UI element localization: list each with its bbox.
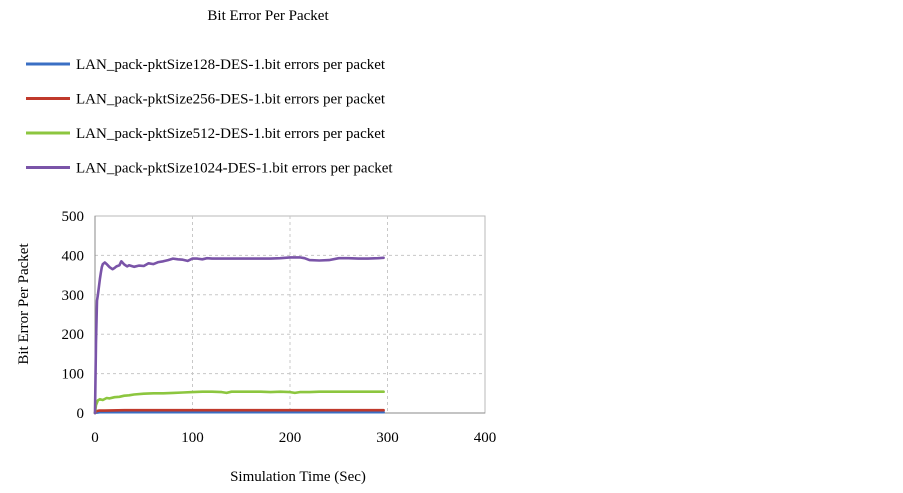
- legend-label-1: LAN_pack-pktSize128-DES-1.bit errors per…: [76, 57, 386, 73]
- x-tick-label-200: 200: [279, 430, 302, 446]
- y-tick-label-100: 100: [62, 367, 85, 383]
- plot-area: 0 100 200 300 400 500 0 100 200 300 400: [62, 209, 497, 446]
- x-tick-label-0: 0: [91, 430, 99, 446]
- y-tick-label-300: 300: [62, 288, 85, 304]
- y-tick-label-0: 0: [77, 406, 85, 422]
- y-tick-label-200: 200: [62, 327, 85, 343]
- x-axis-label: Simulation Time (Sec): [230, 469, 366, 485]
- y-tick-label-400: 400: [62, 248, 85, 264]
- chart-legend: LAN_pack-pktSize128-DES-1.bit errors per…: [26, 57, 393, 177]
- legend-label-2: LAN_pack-pktSize256-DES-1.bit errors per…: [76, 92, 386, 108]
- legend-label-4: LAN_pack-pktSize1024-DES-1.bit errors pe…: [76, 161, 393, 177]
- x-tick-label-300: 300: [376, 430, 399, 446]
- series-line-1: [93, 410, 385, 415]
- series-line-3: [93, 390, 385, 415]
- series-line-4: [93, 256, 385, 415]
- chart-title: Bit Error Per Packet: [207, 8, 329, 24]
- y-tick-label-500: 500: [62, 209, 85, 225]
- series-line-2: [93, 408, 385, 415]
- x-tick-label-100: 100: [181, 430, 204, 446]
- x-tick-label-400: 400: [474, 430, 497, 446]
- legend-label-3: LAN_pack-pktSize512-DES-1.bit errors per…: [76, 126, 386, 142]
- y-axis-label: Bit Error Per Packet: [16, 243, 32, 365]
